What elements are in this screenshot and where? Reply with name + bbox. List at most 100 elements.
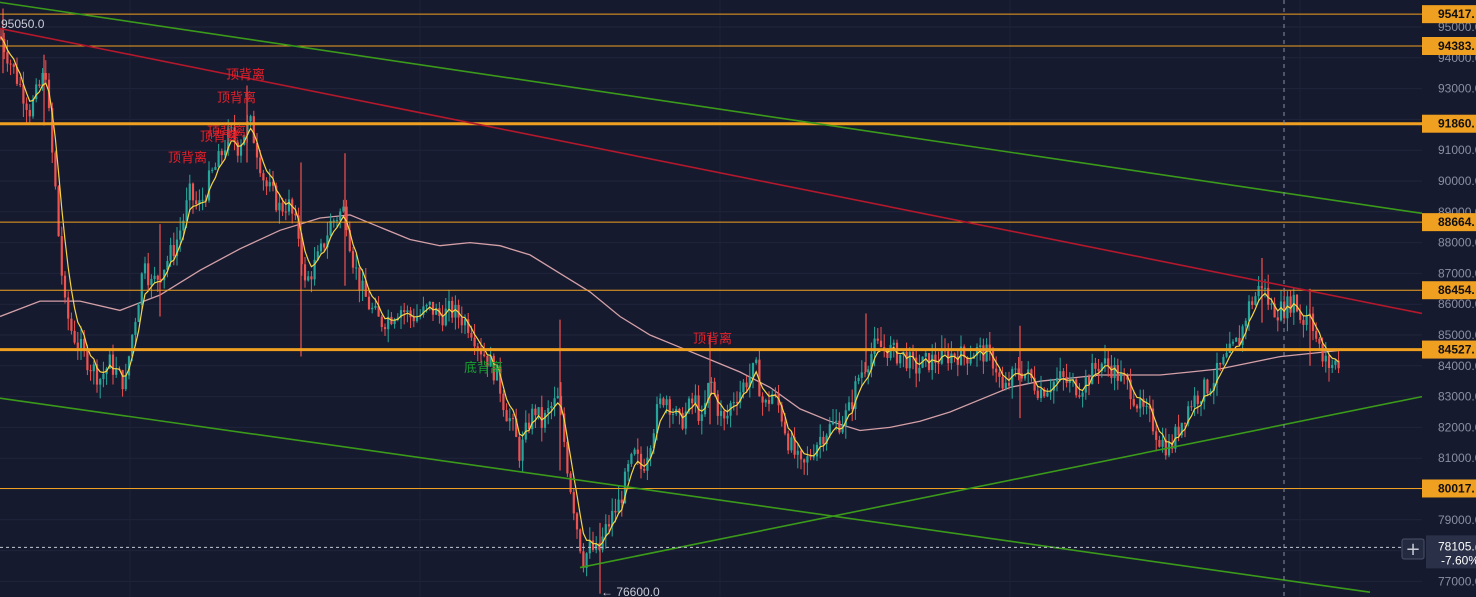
candle-body (844, 410, 847, 426)
candle-body (457, 304, 460, 318)
candle-body (1062, 371, 1065, 377)
candle-body (387, 316, 390, 330)
candle-body (1222, 356, 1225, 365)
candle-body (755, 359, 758, 364)
candle-body (671, 413, 675, 415)
candle-body (828, 424, 831, 436)
candle-body (604, 524, 607, 537)
candle-body (86, 349, 89, 371)
candle-body (924, 353, 927, 357)
candle-body (803, 459, 806, 463)
add-alert-button-box[interactable] (1401, 538, 1425, 560)
candle-body (988, 344, 991, 351)
horizontal-price-lines[interactable] (0, 13, 1422, 489)
candle-body (198, 200, 201, 205)
trendline[interactable] (579, 395, 1423, 569)
candle-body (313, 259, 316, 280)
candle-body (355, 267, 358, 269)
candle-body (227, 127, 230, 151)
candle-body (1231, 341, 1235, 344)
candle-body (275, 185, 278, 211)
price-tag-label: 88664. (1438, 215, 1475, 229)
candle-body (332, 220, 335, 222)
add-alert-button[interactable]: + (1401, 538, 1425, 560)
fast-moving-average (0, 36, 1340, 547)
candle-body (323, 243, 326, 248)
candle-body (1171, 442, 1174, 449)
candle-body (646, 457, 649, 471)
y-tick-label: 93000.0 (1438, 82, 1476, 96)
candle-body (1084, 376, 1087, 393)
candle-body (809, 456, 812, 458)
candle-body (470, 332, 473, 338)
y-tick-label: 83000.0 (1438, 390, 1476, 404)
candle-body (1129, 379, 1132, 400)
candle-body (655, 404, 659, 434)
candle-body (1145, 405, 1148, 407)
candle-body (358, 267, 361, 291)
candle-body (428, 301, 431, 305)
candle-body (812, 456, 815, 458)
price-tag-label: 94383. (1438, 39, 1475, 53)
candle-body (908, 352, 911, 369)
candle-body (175, 239, 179, 257)
candle-body (156, 275, 159, 280)
candle-body (985, 344, 988, 362)
candle-body (339, 211, 342, 221)
trendline[interactable] (0, 1, 1423, 215)
candle-body (681, 412, 684, 429)
candle-body (719, 411, 723, 416)
candle-body (1039, 389, 1043, 399)
candle-body (1014, 368, 1017, 370)
candle-body (643, 468, 646, 471)
candle-body (1033, 377, 1036, 391)
candle-body (1241, 326, 1244, 345)
candle-body (1097, 368, 1100, 372)
candle-body (147, 263, 150, 286)
candle-body (1126, 375, 1129, 380)
candle-body (591, 540, 595, 550)
candle-body (799, 450, 803, 460)
candle-body (1209, 390, 1212, 394)
candle-body (1311, 313, 1315, 331)
candle-body (726, 415, 729, 419)
y-tick-label: 77000.0 (1438, 574, 1476, 588)
candle-body (1139, 398, 1142, 409)
candle-body (1299, 311, 1302, 320)
candle-body (540, 407, 543, 428)
candle-body (415, 316, 419, 322)
candle-body (444, 308, 447, 326)
candle-body (191, 183, 195, 201)
candle-body (454, 304, 457, 318)
candle-body (1078, 395, 1081, 397)
candle-body (150, 278, 153, 286)
candle-body (348, 230, 351, 252)
candle-body (838, 420, 841, 433)
candle-body (495, 365, 499, 381)
candle-body (892, 342, 895, 345)
candle-body (316, 251, 319, 260)
candle-body (230, 127, 233, 129)
candle-body (566, 441, 569, 474)
candle-body (819, 436, 822, 445)
candle-body (214, 166, 217, 170)
plus-icon[interactable]: + (1405, 539, 1420, 560)
trendline[interactable] (0, 27, 1423, 315)
trendlines[interactable] (0, 1, 1423, 593)
candle-body (211, 169, 214, 171)
divergence-label: 顶背离 (693, 331, 732, 347)
candle-body (841, 425, 844, 433)
candle-body (1027, 369, 1030, 374)
candle-body (796, 450, 799, 455)
candle-body (543, 412, 547, 428)
candle-body (1283, 301, 1286, 319)
candle-body (1068, 379, 1071, 383)
candle-body (745, 382, 748, 388)
candle-body (1017, 368, 1020, 374)
trendline[interactable] (0, 397, 1371, 593)
candle-body (383, 327, 387, 330)
candle-body (831, 421, 835, 425)
candle-body (1302, 319, 1305, 325)
candle-body (169, 245, 172, 262)
